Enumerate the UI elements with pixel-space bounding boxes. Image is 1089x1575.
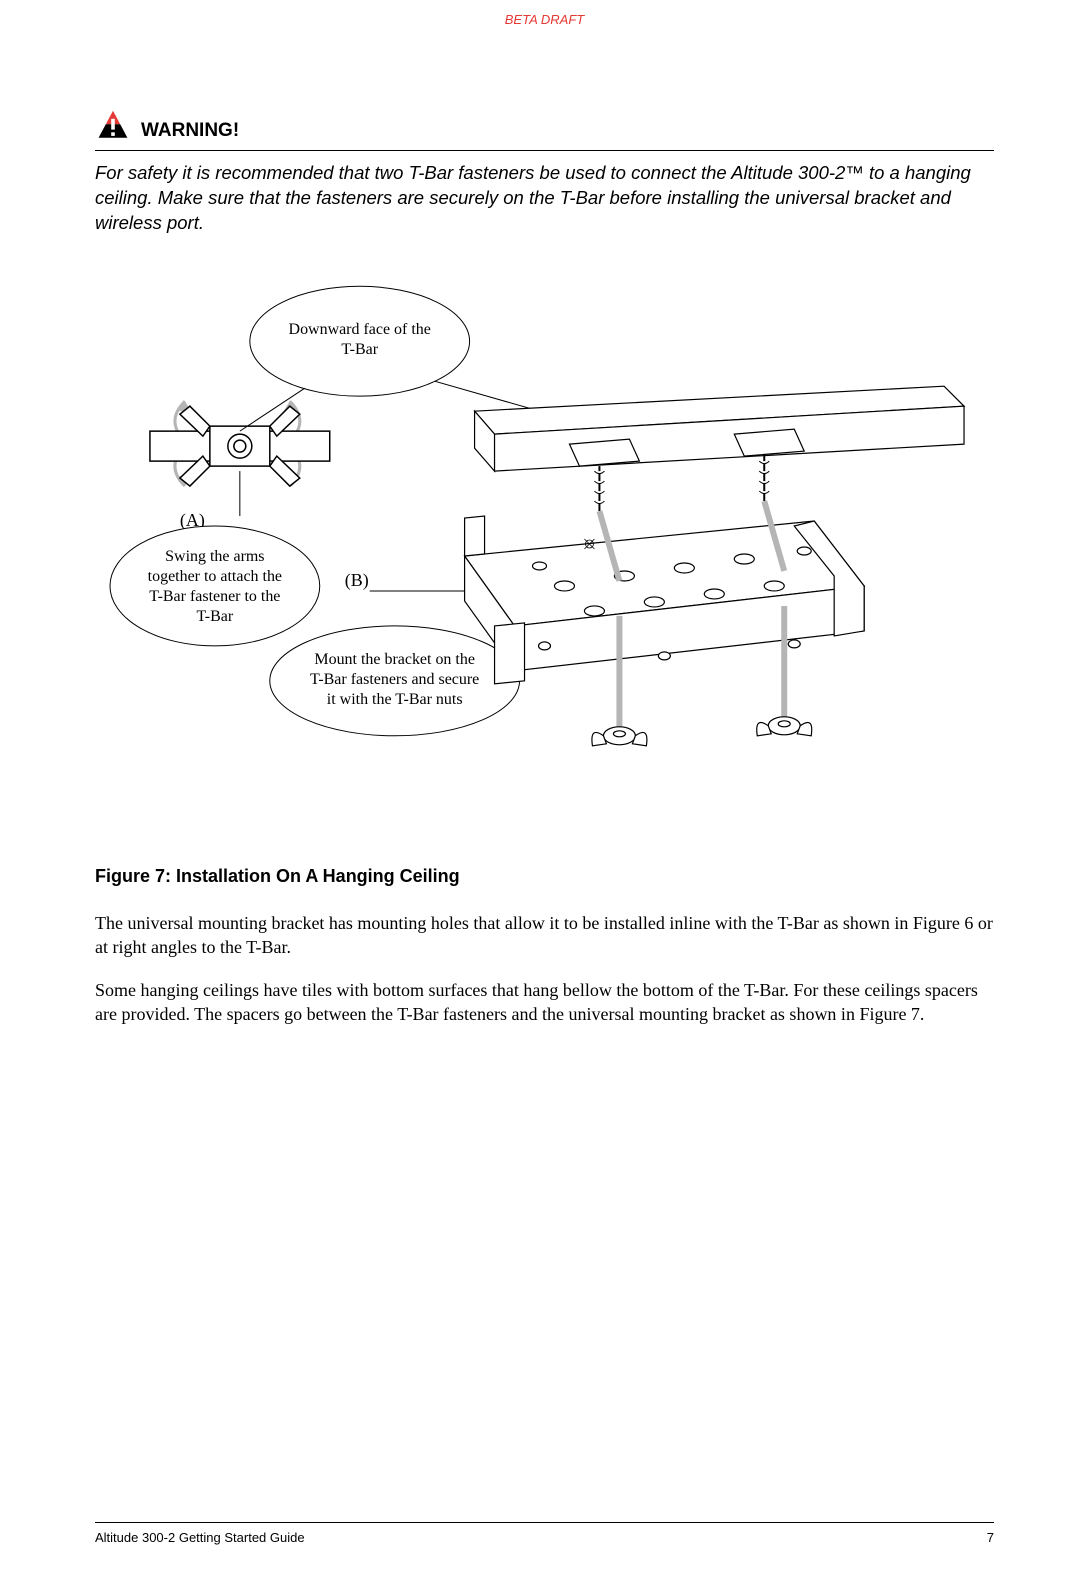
body-paragraph-2: Some hanging ceilings have tiles with bo…: [95, 978, 994, 1027]
callout-top-line1: Downward face of the: [289, 321, 431, 338]
warning-rule: [95, 150, 994, 151]
warning-text: For safety it is recommended that two T-…: [95, 161, 994, 236]
body-paragraph-1: The universal mounting bracket has mount…: [95, 911, 994, 960]
callout-top-line2: T-Bar: [341, 341, 378, 358]
callout-bottom-line2: T-Bar fasteners and secure: [310, 671, 479, 688]
callout-left-line3: T-Bar fastener to the: [149, 588, 280, 605]
callout-left-line4: T-Bar: [197, 608, 234, 625]
callout-bottom-line3: it with the T-Bar nuts: [327, 691, 463, 708]
callout-left-line2: together to attach the: [148, 568, 282, 585]
callout-b-label: (B): [345, 570, 369, 591]
callout-bottom-line1: Mount the bracket on the: [314, 651, 475, 668]
warning-label: WARNING!: [141, 120, 239, 144]
figure-7-diagram: Downward face of the T-Bar (A) Swing the…: [95, 276, 994, 836]
page-content: WARNING! For safety it is recommended th…: [95, 108, 994, 1044]
warning-header-row: WARNING!: [95, 108, 994, 144]
figure-caption: Figure 7: Installation On A Hanging Ceil…: [95, 866, 994, 887]
callout-left-line1: Swing the arms: [165, 548, 264, 565]
footer-page-number: 7: [987, 1530, 994, 1545]
footer-rule: [95, 1522, 994, 1523]
beta-draft-header: BETA DRAFT: [0, 12, 1089, 27]
footer-guide-title: Altitude 300-2 Getting Started Guide: [95, 1530, 305, 1545]
warning-icon: [95, 108, 131, 144]
